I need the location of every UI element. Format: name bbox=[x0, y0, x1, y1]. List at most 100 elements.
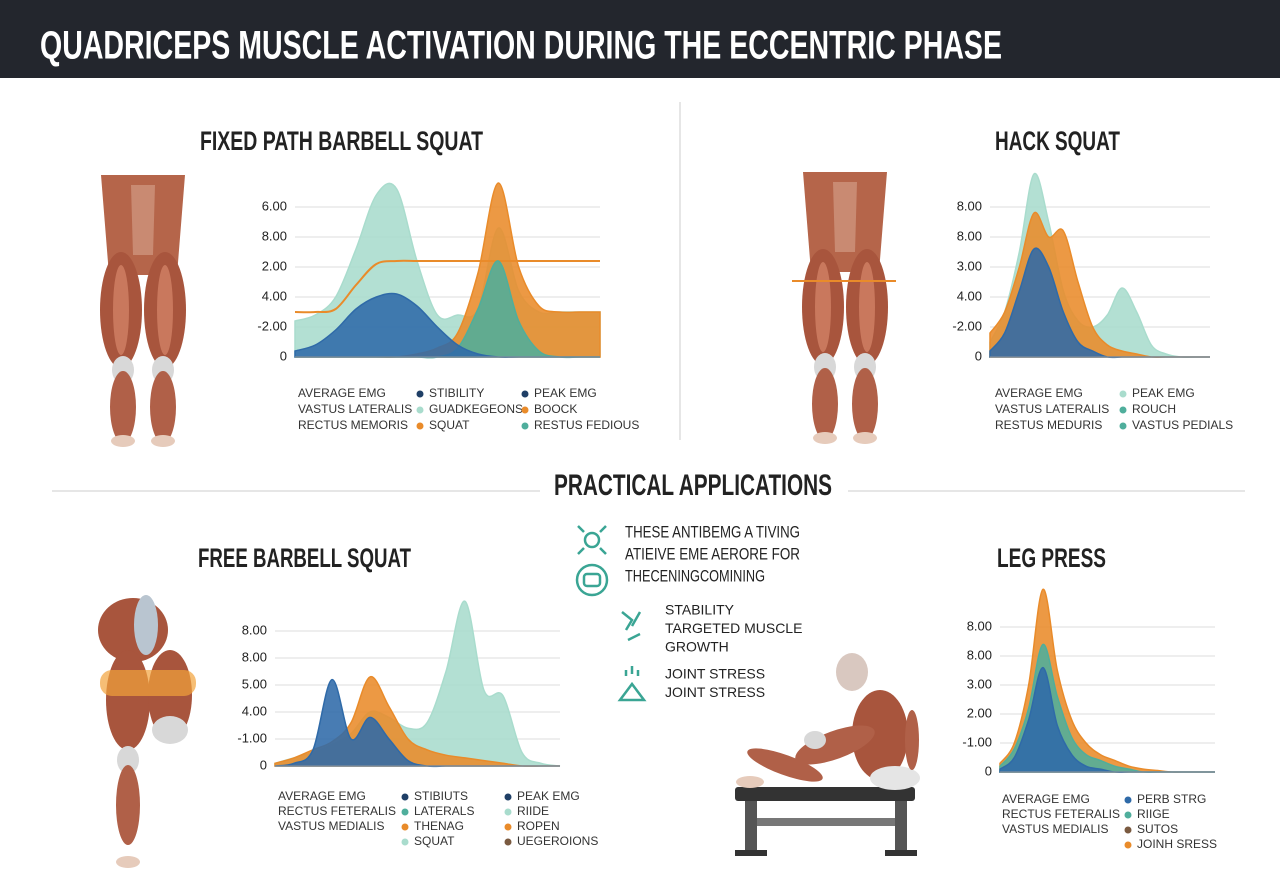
legend-swatch bbox=[401, 823, 409, 831]
legend-text: VASTUS LATERALIS bbox=[995, 402, 1109, 416]
legend-label: GUADKEGEONS bbox=[429, 402, 523, 416]
legend-swatch bbox=[521, 406, 529, 414]
legend-text: AVERAGE EMG bbox=[278, 789, 366, 803]
y-tick-label: 8.00 bbox=[957, 198, 982, 213]
legend-label: PEAK EMG bbox=[1132, 386, 1195, 400]
intro-text: ATIEIVE EME AERORE FOR bbox=[625, 544, 800, 563]
legend-text: RECTUS FETERALIS bbox=[1002, 807, 1120, 821]
legend-label: PEAK EMG bbox=[517, 789, 580, 803]
legend-swatch bbox=[1124, 826, 1132, 834]
legend-label: ROUCH bbox=[1132, 402, 1176, 416]
legend-label: RIIDE bbox=[517, 804, 549, 818]
legend-swatch bbox=[504, 793, 512, 801]
legend-text: VASTUS MEDIALIS bbox=[278, 819, 384, 833]
legend-label: STIBIUTS bbox=[414, 789, 468, 803]
legend-label: STIBILITY bbox=[429, 386, 484, 400]
y-tick-label: 8.00 bbox=[242, 622, 267, 637]
icons bbox=[575, 525, 647, 702]
chart-title: FREE BARBELL SQUAT bbox=[198, 543, 411, 573]
legend-swatch bbox=[504, 823, 512, 831]
y-tick-label: 0 bbox=[975, 348, 982, 363]
legend-label: RESTUS FEDIOUS bbox=[534, 418, 639, 432]
legend-swatch bbox=[401, 808, 409, 816]
item-text: GROWTH bbox=[665, 639, 729, 655]
page-title: QUADRICEPS MUSCLE ACTIVATION DURING THE … bbox=[40, 24, 1002, 68]
anatomy-figure bbox=[98, 595, 196, 868]
y-tick-label: 6.00 bbox=[262, 198, 287, 213]
legend-text: AVERAGE EMG bbox=[298, 386, 386, 400]
y-tick-label: 4.00 bbox=[262, 288, 287, 303]
y-tick-label: 0 bbox=[280, 348, 287, 363]
legend-label: PEAK EMG bbox=[534, 386, 597, 400]
legend-label: JOINH SRESS bbox=[1137, 837, 1217, 851]
legend-label: SUTOS bbox=[1137, 822, 1178, 836]
item-text: JOINT STRESS bbox=[665, 684, 765, 700]
legend-swatch bbox=[401, 838, 409, 846]
intro-text: THECENINGCOMINING bbox=[625, 566, 765, 585]
y-tick-label: 8.00 bbox=[262, 228, 287, 243]
legend-swatch bbox=[1119, 390, 1127, 398]
header-bar bbox=[0, 0, 1280, 78]
legend-text: AVERAGE EMG bbox=[1002, 792, 1090, 806]
legend-label: UEGEROIONS bbox=[517, 834, 598, 848]
y-tick-label: 0 bbox=[260, 757, 267, 772]
legend-label: RIIGE bbox=[1137, 807, 1170, 821]
anatomy-figure bbox=[100, 175, 186, 447]
legend-swatch bbox=[416, 422, 424, 430]
legend-text: RECTUS FETERALIS bbox=[278, 804, 396, 818]
legend-label: SQUAT bbox=[429, 418, 470, 432]
item-text: STABILITY bbox=[665, 602, 735, 618]
y-tick-label: 8.00 bbox=[957, 228, 982, 243]
y-tick-label: 2.00 bbox=[967, 705, 992, 720]
y-tick-label: -1.00 bbox=[962, 734, 992, 749]
legend-swatch bbox=[1124, 841, 1132, 849]
y-tick-label: 8.00 bbox=[242, 649, 267, 664]
legend-swatch bbox=[1119, 422, 1127, 430]
legend-text: RESTUS MEDURIS bbox=[995, 418, 1102, 432]
legend-label: LATERALS bbox=[414, 804, 474, 818]
y-tick-label: 0 bbox=[985, 763, 992, 778]
y-tick-label: -2.00 bbox=[952, 318, 982, 333]
item-text: JOINT STRESS bbox=[665, 666, 765, 682]
line bbox=[294, 259, 600, 314]
legend-swatch bbox=[504, 808, 512, 816]
y-tick-label: 8.00 bbox=[967, 618, 992, 633]
chart-title: LEG PRESS bbox=[997, 543, 1106, 573]
chart-title: HACK SQUAT bbox=[995, 126, 1120, 156]
legend-swatch bbox=[1124, 796, 1132, 804]
legend-label: ROPEN bbox=[517, 819, 560, 833]
legend-label: PERB STRG bbox=[1137, 792, 1206, 806]
legend-label: BOOCK bbox=[534, 402, 577, 416]
legend-swatch bbox=[521, 422, 529, 430]
y-tick-label: 4.00 bbox=[242, 703, 267, 718]
item-text: TARGETED MUSCLE bbox=[665, 620, 802, 636]
legend-swatch bbox=[504, 838, 512, 846]
legend-swatch bbox=[401, 793, 409, 801]
legend-swatch bbox=[1124, 811, 1132, 819]
legend-text: VASTUS MEDIALIS bbox=[1002, 822, 1108, 836]
legend-swatch bbox=[1119, 406, 1127, 414]
anatomy-figure bbox=[802, 172, 888, 444]
leg-press-figure bbox=[735, 653, 920, 856]
y-tick-label: -1.00 bbox=[237, 730, 267, 745]
y-tick-label: 3.00 bbox=[967, 676, 992, 691]
legend-swatch bbox=[416, 390, 424, 398]
legend-label: VASTUS PEDIALS bbox=[1132, 418, 1233, 432]
legend-text: AVERAGE EMG bbox=[995, 386, 1083, 400]
chart-title: FIXED PATH BARBELL SQUAT bbox=[200, 126, 483, 156]
legend-label: SQUAT bbox=[414, 834, 455, 848]
intro-text: THESE ANTIBEMG A TIVING bbox=[625, 522, 800, 541]
section-heading: PRACTICAL APPLICATIONS bbox=[554, 469, 832, 502]
y-tick-label: 2.00 bbox=[262, 258, 287, 273]
y-tick-label: 8.00 bbox=[967, 647, 992, 662]
y-tick-label: 3.00 bbox=[957, 258, 982, 273]
y-tick-label: -2.00 bbox=[257, 318, 287, 333]
legend-swatch bbox=[521, 390, 529, 398]
legend-text: VASTUS LATERALIS bbox=[298, 402, 412, 416]
y-tick-label: 5.00 bbox=[242, 676, 267, 691]
legend-label: THENAG bbox=[414, 819, 464, 833]
y-tick-label: 4.00 bbox=[957, 288, 982, 303]
legend-swatch bbox=[416, 406, 424, 414]
legend-text: RECTUS MEMORIS bbox=[298, 418, 408, 432]
